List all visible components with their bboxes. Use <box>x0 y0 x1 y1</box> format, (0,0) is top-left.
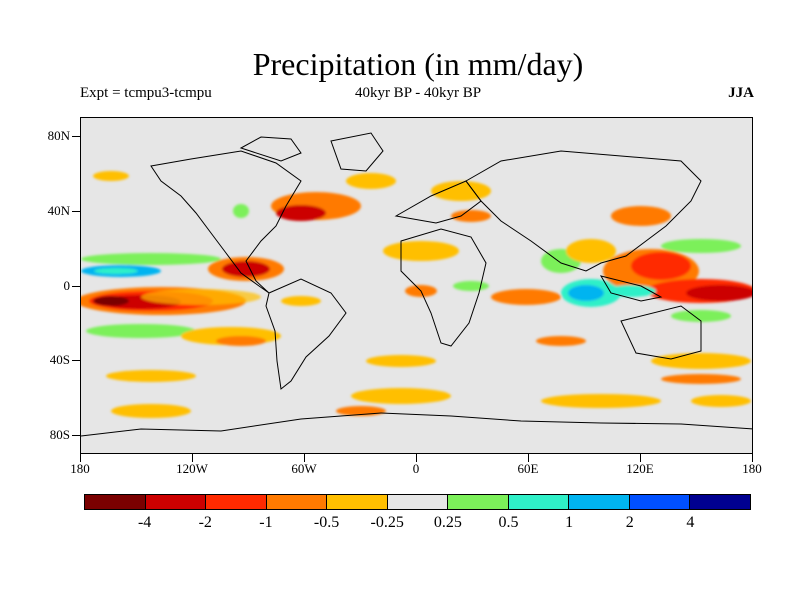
color-legend-bin <box>145 495 207 509</box>
color-legend-label: -1 <box>259 514 273 531</box>
precipitation-map <box>80 117 753 454</box>
color-legend-bin <box>690 495 751 509</box>
experiment-label: Expt = tcmpu3-tcmpu <box>80 85 212 101</box>
lon-label-180e: 180 <box>742 461 762 476</box>
color-legend-bin <box>387 495 449 509</box>
period-label: 40kyr BP - 40kyr BP <box>354 85 482 101</box>
color-legend-bin <box>327 495 388 509</box>
color-legend-bin <box>569 495 630 509</box>
lat-label-40s: 40S <box>49 352 70 367</box>
lon-tick <box>640 454 641 462</box>
color-legend-label: 0.5 <box>498 514 519 531</box>
color-legend-label: -2 <box>198 514 212 531</box>
color-legend-bin <box>266 495 328 509</box>
color-legend-label: 4 <box>686 514 695 531</box>
color-legend-label: 1 <box>565 514 574 531</box>
lon-label-180w: 180 <box>70 461 90 476</box>
lon-tick <box>752 454 753 462</box>
lon-label-120w: 120W <box>176 461 208 476</box>
lon-label-60e: 60E <box>517 461 539 476</box>
lat-label-40n: 40N <box>47 203 70 218</box>
lat-tick <box>72 435 80 436</box>
lon-label-120e: 120E <box>626 461 654 476</box>
color-legend-label: -0.25 <box>370 514 404 531</box>
color-legend-label: -0.5 <box>313 514 340 531</box>
lat-label-80s: 80S <box>49 427 70 442</box>
lat-tick <box>72 136 80 137</box>
lat-label-80n: 80N <box>47 128 70 143</box>
lon-tick <box>528 454 529 462</box>
lon-label-60w: 60W <box>291 461 317 476</box>
lon-tick <box>304 454 305 462</box>
color-legend-label: 0.25 <box>433 514 462 531</box>
color-legend-bin <box>206 495 267 509</box>
lon-tick <box>80 454 81 462</box>
color-legend-bin <box>508 495 570 509</box>
plot-title: Precipitation (in mm/day) <box>252 46 584 82</box>
lon-tick <box>416 454 417 462</box>
anomaly-shading <box>81 171 752 418</box>
lon-tick <box>192 454 193 462</box>
lon-label-0: 0 <box>412 461 420 476</box>
lat-tick <box>72 360 80 361</box>
color-legend <box>84 494 751 510</box>
coastlines <box>81 132 752 437</box>
lat-label-0: 0 <box>63 278 71 293</box>
color-legend-label: 2 <box>625 514 634 531</box>
color-legend-bin <box>448 495 509 509</box>
lat-tick <box>72 286 80 287</box>
season-label: JJA <box>728 85 754 101</box>
color-legend-bin <box>85 495 146 509</box>
color-legend-bin <box>629 495 691 509</box>
color-legend-label: -4 <box>137 514 152 531</box>
lat-tick <box>72 211 80 212</box>
